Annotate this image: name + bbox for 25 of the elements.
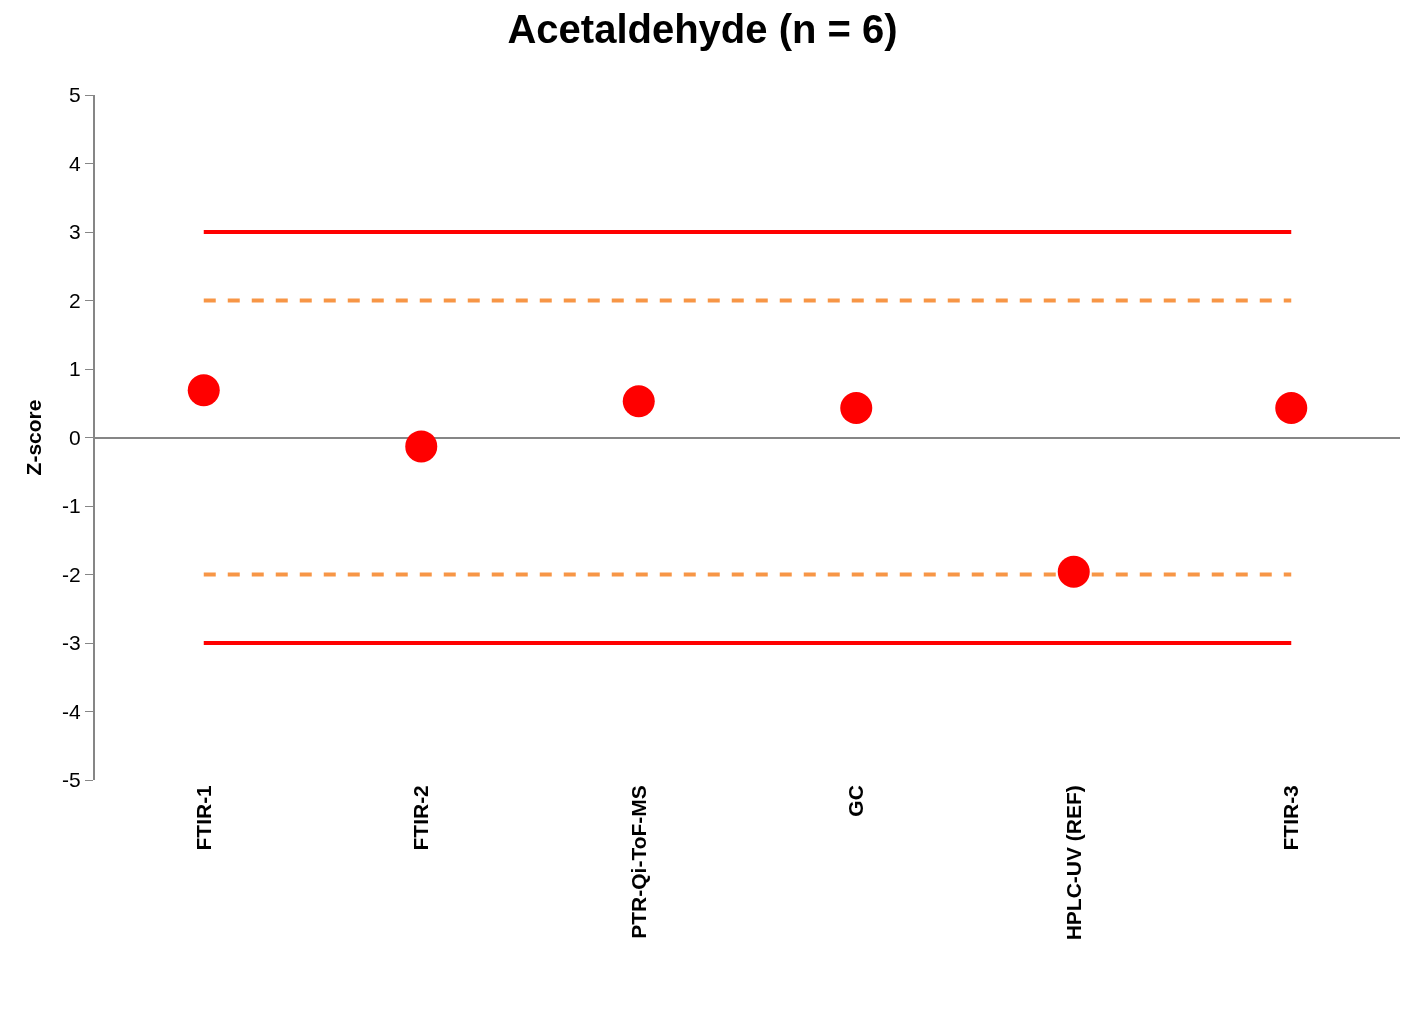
x-tick-label: FTIR-2	[409, 785, 433, 851]
chart-title: Acetaldehyde (n = 6)	[507, 7, 898, 52]
y-tick-label: 1	[69, 357, 81, 381]
y-tick-label: 4	[69, 151, 82, 175]
y-axis-title: Z-score	[21, 399, 45, 476]
y-tick-label: -2	[62, 562, 81, 586]
point	[187, 374, 220, 407]
y-tick-label: -5	[62, 768, 81, 792]
point	[622, 385, 655, 418]
y-tick-label: -3	[62, 631, 81, 655]
y-tick-label: 3	[69, 220, 81, 244]
y-tick-label: 2	[69, 288, 81, 312]
y-tick-label: -1	[62, 494, 81, 518]
point	[1057, 555, 1090, 588]
y-tick-label: -4	[62, 699, 82, 723]
x-tick-label: FTIR-1	[191, 784, 215, 851]
y-tick-label: 0	[69, 425, 81, 449]
x-tick-label: HPLC-UV (REF)	[1061, 785, 1085, 941]
point	[840, 392, 873, 425]
point	[1275, 392, 1308, 425]
y-tick-label: 5	[69, 83, 81, 107]
x-tick-label: GC	[844, 785, 868, 817]
x-tick-label: FTIR-3	[1279, 785, 1303, 851]
x-tick-label: PTR-Qi-ToF-MS	[626, 785, 650, 939]
point	[405, 430, 438, 463]
